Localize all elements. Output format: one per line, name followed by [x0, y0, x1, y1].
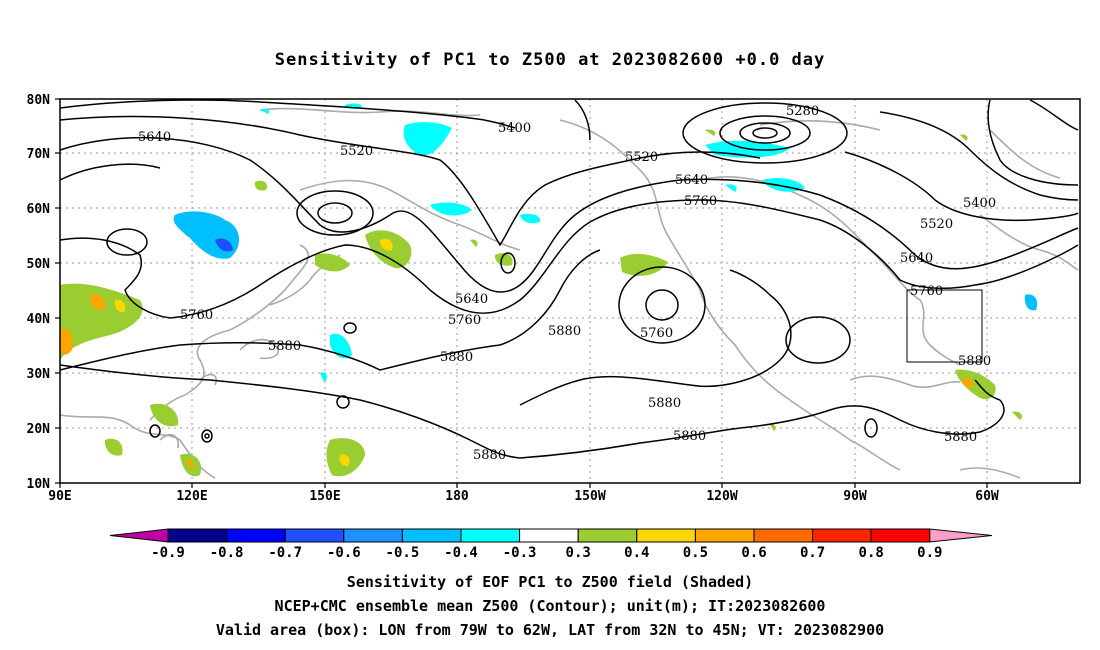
- colorbar-tick-label: -0.7: [268, 545, 302, 561]
- lon-label: 150W: [574, 489, 605, 504]
- z500-contours: [59, 99, 1079, 459]
- longitude-labels: 90E 120E 150E 180 150W 120W 90W 60W: [48, 489, 999, 504]
- contour-label: 5640: [900, 251, 933, 266]
- contour-label: 5280: [786, 104, 819, 119]
- colorbar-left-arrow: [109, 528, 169, 543]
- contour-label: 5880: [944, 430, 977, 445]
- lat-label: 10N: [27, 477, 51, 492]
- contour-label: 5520: [920, 217, 953, 232]
- lon-label: 120E: [176, 489, 207, 504]
- colorbar-tick-label: 0.9: [917, 545, 942, 561]
- colorbar-swatch: [519, 528, 579, 543]
- lon-label: 90E: [48, 489, 71, 504]
- lat-label: 40N: [27, 312, 51, 327]
- map-frame: [59, 98, 1081, 484]
- map-title: Sensitivity of PC1 to Z500 at 2023082600…: [274, 50, 826, 70]
- contour-label: 5760: [640, 326, 673, 341]
- caption-line-1: Sensitivity of EOF PC1 to Z500 field (Sh…: [346, 573, 754, 591]
- lon-label: 180: [445, 489, 469, 504]
- colorbar-swatch: [167, 528, 228, 543]
- contour-label: 5640: [675, 173, 708, 188]
- colorbar-swatch: [284, 528, 345, 543]
- contour-label: 5760: [448, 313, 481, 328]
- contour-label: 5760: [180, 308, 213, 323]
- colorbar-tick-label: 0.6: [741, 545, 766, 561]
- colorbar-tick-label: -0.8: [210, 545, 244, 561]
- contour-label: 5400: [498, 121, 531, 136]
- lon-label: 150E: [309, 489, 340, 504]
- contour-labels: 5280 5400 5400 5520 5520 5520 5640 5640 …: [138, 104, 996, 463]
- sensitivity-shading: [60, 103, 1038, 477]
- colorbar-tick-label: -0.6: [327, 545, 361, 561]
- colorbar-swatch: [226, 528, 286, 543]
- lat-label: 70N: [27, 147, 51, 162]
- contour-label: 5640: [138, 130, 171, 145]
- colorbar-tick-label: 0.4: [624, 545, 649, 561]
- colorbar-swatch: [460, 528, 521, 543]
- caption-line-2: NCEP+CMC ensemble mean Z500 (Contour); u…: [274, 597, 826, 615]
- lat-label: 20N: [27, 422, 51, 437]
- axis-ticks: [55, 98, 988, 488]
- colorbar-swatch: [343, 528, 403, 543]
- colorbar-swatch: [870, 528, 931, 543]
- caption-line-3: Valid area (box): LON from 79W to 62W, L…: [215, 621, 885, 639]
- contour-label: 5520: [625, 150, 658, 165]
- contour-label: 5880: [673, 429, 706, 444]
- contour-label: 5880: [958, 354, 991, 369]
- colorbar-tick-label: -0.9: [151, 545, 185, 561]
- colorbar-tick-label: 0.8: [859, 545, 884, 561]
- contour-label: 5880: [648, 396, 681, 411]
- lon-label: 120W: [706, 489, 737, 504]
- lon-label: 60W: [975, 489, 999, 504]
- colorbar-tick-label: 0.7: [800, 545, 825, 561]
- contour-label: 5520: [340, 144, 373, 159]
- contour-label: 5640: [455, 292, 488, 307]
- contour-label: 5880: [268, 339, 301, 354]
- colorbar-right-arrow: [929, 528, 993, 543]
- contour-label: 5880: [548, 324, 581, 339]
- lat-label: 50N: [27, 257, 51, 272]
- latitude-labels: 80N 70N 60N 50N 40N 30N 20N 10N: [27, 93, 51, 492]
- contour-label: 5400: [963, 196, 996, 211]
- gridlines: [60, 99, 1080, 483]
- colorbar-tick-label: -0.4: [444, 545, 478, 561]
- lat-label: 60N: [27, 202, 51, 217]
- colorbar-tick-label: -0.3: [503, 545, 537, 561]
- colorbar-tick-label: 0.3: [566, 545, 591, 561]
- colorbar: -0.9 -0.8 -0.7 -0.6 -0.5 -0.4 -0.3 0.3 0.4 0.5 0.6…: [109, 528, 993, 561]
- colorbar-swatch: [577, 528, 638, 543]
- lon-label: 90W: [843, 489, 867, 504]
- contour-label: 5880: [473, 448, 506, 463]
- colorbar-swatch: [636, 528, 696, 543]
- valid-area-box: [906, 289, 983, 363]
- contour-label: 5760: [910, 284, 943, 299]
- colorbar-swatch: [753, 528, 814, 543]
- lat-label: 80N: [27, 93, 51, 108]
- colorbar-swatch: [401, 528, 462, 543]
- colorbar-swatch: [694, 528, 755, 543]
- colorbar-tick-label: 0.5: [683, 545, 708, 561]
- contour-label: 5880: [440, 350, 473, 365]
- colorbar-tick-label: -0.5: [386, 545, 420, 561]
- contour-label: 5760: [684, 194, 717, 209]
- colorbar-swatch: [812, 528, 872, 543]
- lat-label: 30N: [27, 367, 51, 382]
